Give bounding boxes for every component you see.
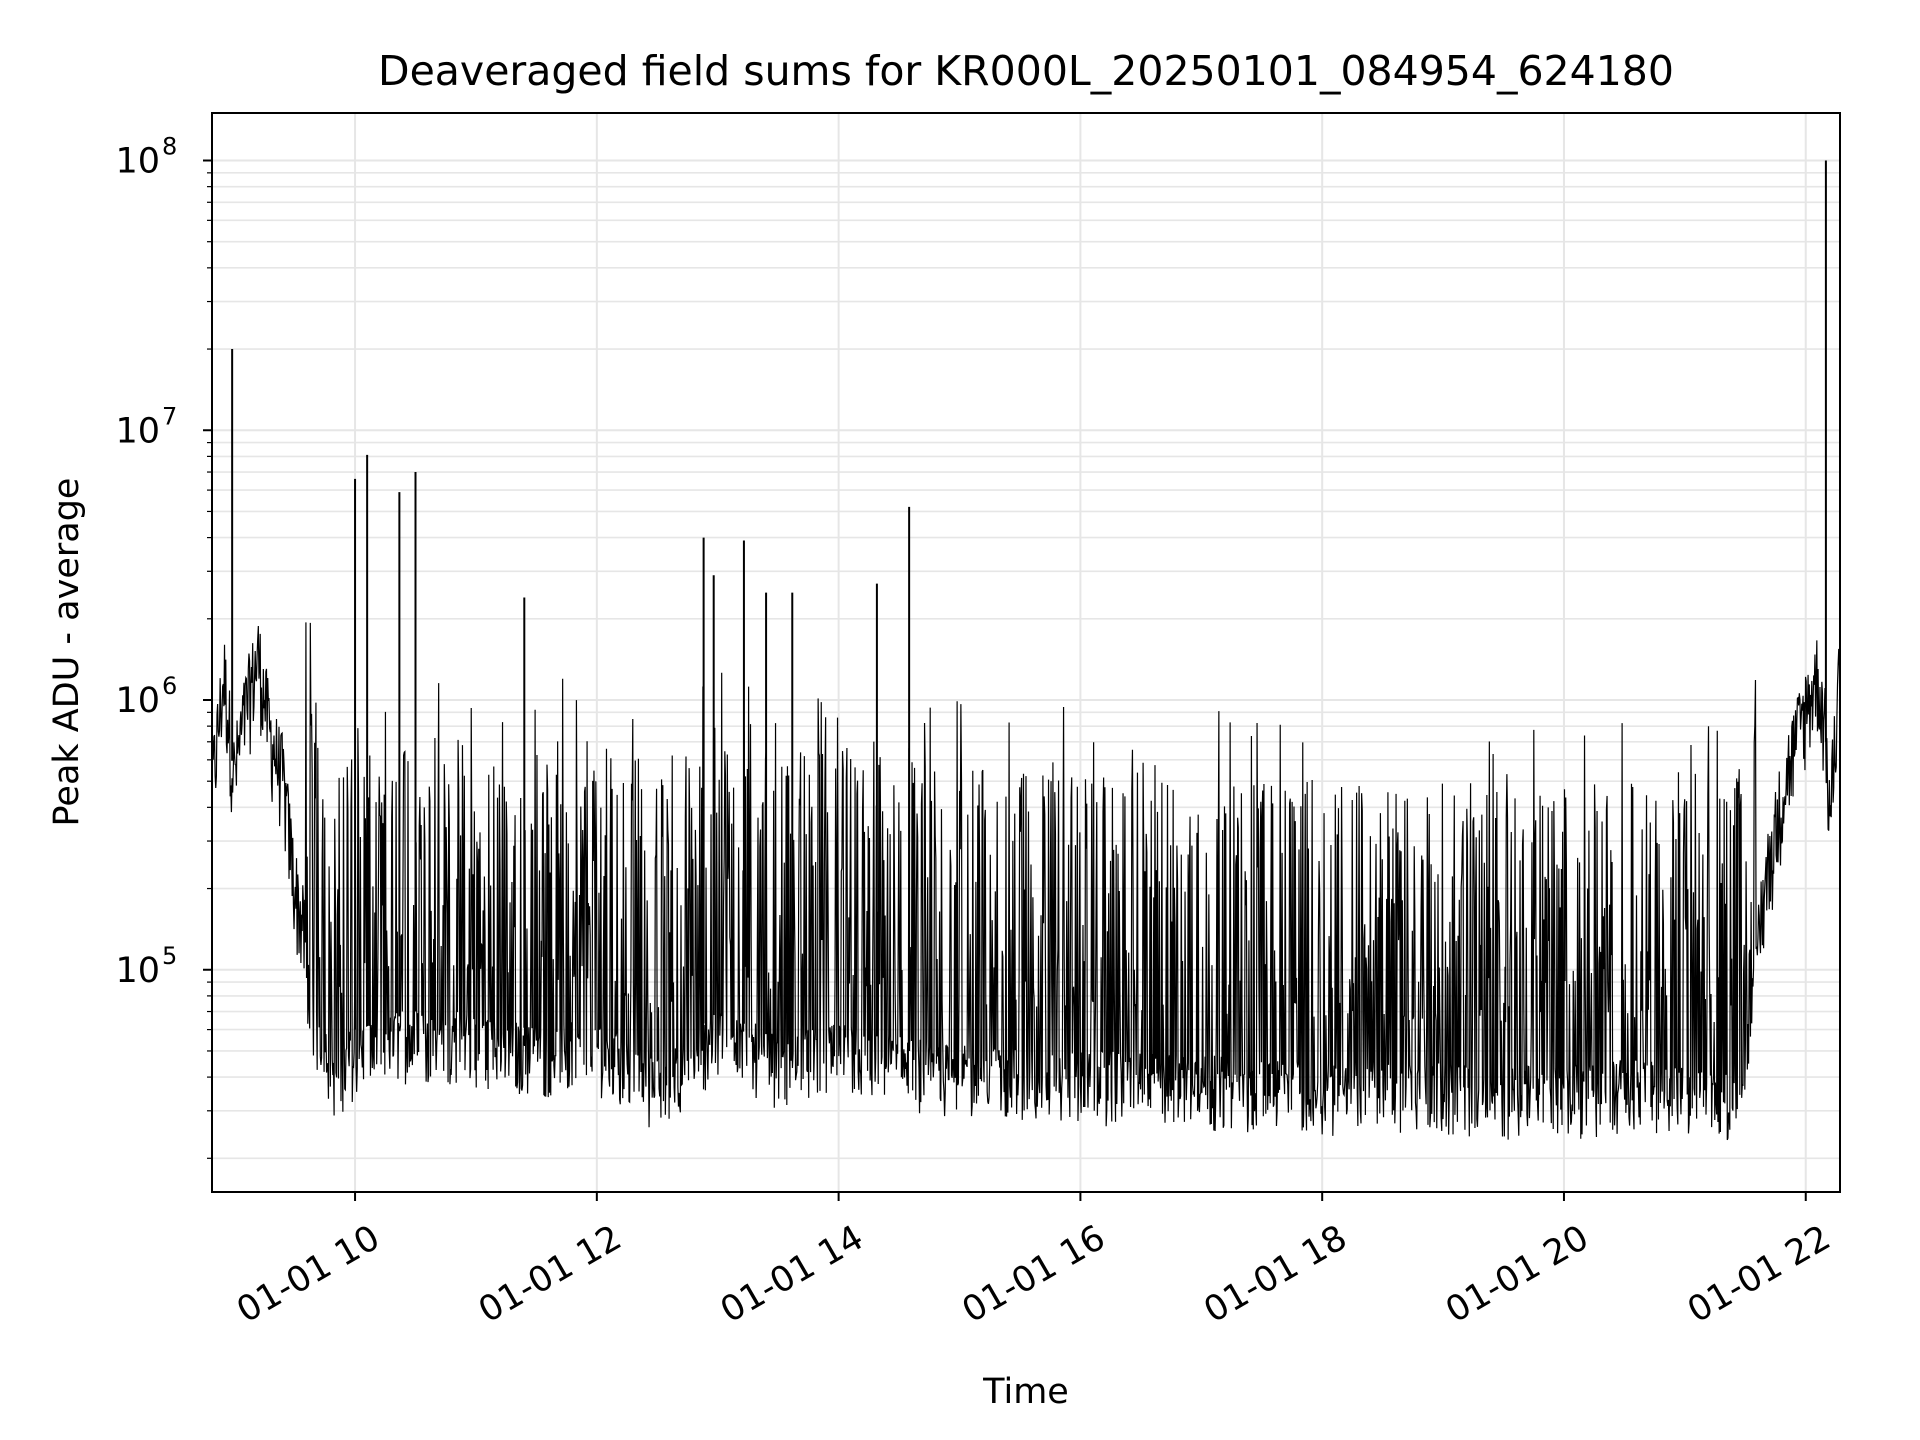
- y-tick-exponent: 6: [162, 672, 177, 700]
- y-tick-label: 10: [115, 951, 160, 991]
- x-axis-label: Time: [982, 1372, 1069, 1412]
- y-tick-exponent: 5: [162, 942, 177, 970]
- y-tick-label: 10: [115, 681, 160, 721]
- y-tick-label: 10: [115, 411, 160, 451]
- plot-area: [211, 160, 1841, 1141]
- y-axis-label: Peak ADU - average: [47, 478, 87, 827]
- y-tick-exponent: 8: [162, 133, 177, 161]
- series-line: [211, 622, 1841, 1141]
- y-tick-label: 10: [115, 142, 160, 182]
- chart-title: Deaveraged field sums for KR000L_2025010…: [378, 47, 1674, 95]
- y-tick-exponent: 7: [162, 402, 177, 430]
- plot-frame: [211, 112, 1841, 1193]
